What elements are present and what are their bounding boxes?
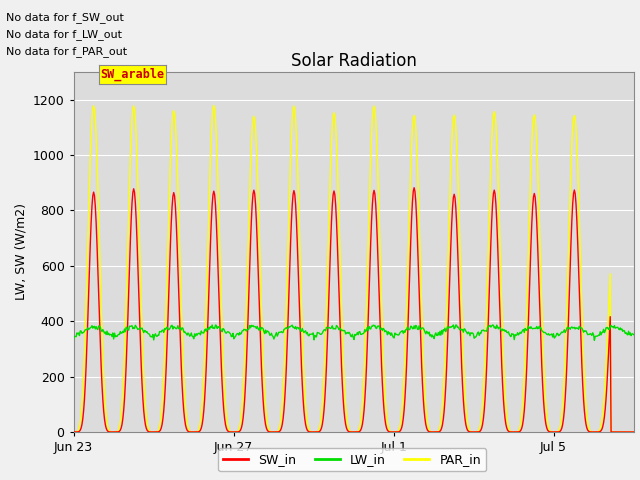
Text: No data for f_LW_out: No data for f_LW_out bbox=[6, 29, 122, 40]
Legend: SW_in, LW_in, PAR_in: SW_in, LW_in, PAR_in bbox=[218, 448, 486, 471]
Title: Solar Radiation: Solar Radiation bbox=[291, 52, 417, 71]
Text: No data for f_PAR_out: No data for f_PAR_out bbox=[6, 46, 127, 57]
Text: No data for f_SW_out: No data for f_SW_out bbox=[6, 12, 124, 23]
Text: SW_arable: SW_arable bbox=[100, 68, 165, 81]
Y-axis label: LW, SW (W/m2): LW, SW (W/m2) bbox=[14, 204, 27, 300]
